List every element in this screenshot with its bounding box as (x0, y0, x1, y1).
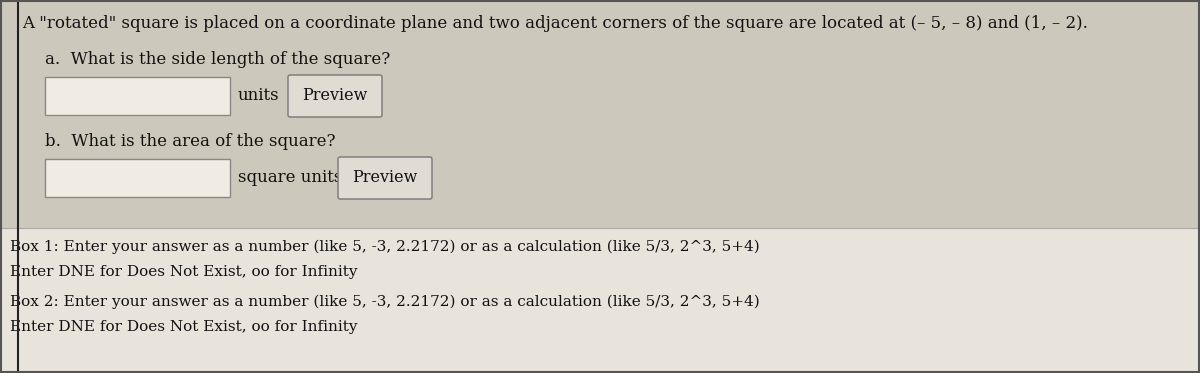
Text: A "rotated" square is placed on a coordinate plane and two adjacent corners of t: A "rotated" square is placed on a coordi… (22, 15, 1088, 32)
Text: Box 2: Enter your answer as a number (like 5, -3, 2.2172) or as a calculation (l: Box 2: Enter your answer as a number (li… (10, 295, 760, 309)
Text: units: units (238, 87, 280, 103)
Text: Enter DNE for Does Not Exist, oo for Infinity: Enter DNE for Does Not Exist, oo for Inf… (10, 320, 358, 334)
Text: Box 1: Enter your answer as a number (like 5, -3, 2.2172) or as a calculation (l: Box 1: Enter your answer as a number (li… (10, 240, 760, 254)
Bar (0, 228, 1200, 373)
Text: Preview: Preview (302, 87, 367, 103)
Text: a.  What is the side length of the square?: a. What is the side length of the square… (46, 51, 390, 68)
Text: Preview: Preview (353, 169, 418, 185)
FancyBboxPatch shape (338, 157, 432, 199)
FancyBboxPatch shape (288, 75, 382, 117)
Bar (46, 159, 230, 197)
Text: Enter DNE for Does Not Exist, oo for Infinity: Enter DNE for Does Not Exist, oo for Inf… (10, 265, 358, 279)
Bar (46, 77, 230, 115)
Text: b.  What is the area of the square?: b. What is the area of the square? (46, 133, 336, 150)
Text: square units: square units (238, 169, 342, 185)
